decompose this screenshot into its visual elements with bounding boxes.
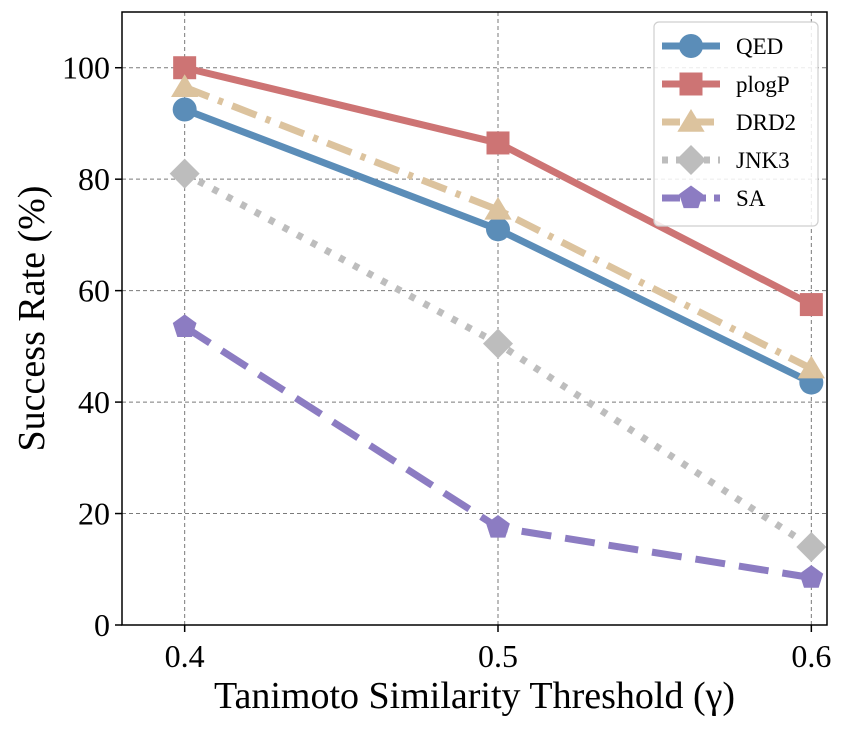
y-tick-label: 100 [62, 50, 110, 86]
sa-point [172, 314, 197, 337]
x-axis-title: Tanimoto Similarity Threshold (γ) [214, 675, 735, 717]
legend-label-sa: SA [736, 186, 766, 211]
plogp-point [173, 56, 197, 80]
drd2-point [484, 196, 512, 220]
legend-label-plogp: plogP [736, 72, 790, 97]
series-drd2 [171, 74, 825, 379]
series-qed [172, 97, 824, 395]
series-group [169, 56, 827, 588]
legend-marker-qed [679, 34, 703, 58]
x-tick-label: 0.6 [791, 638, 831, 674]
jnk3-point [169, 158, 200, 189]
y-axis-title: Success Rate (%) [11, 186, 53, 452]
jnk3-point [483, 328, 513, 359]
gridlines [122, 12, 827, 625]
jnk3-point [796, 531, 827, 562]
legend-marker-sa [679, 185, 703, 209]
legend: QED plogP DRD2 JNK3 SA [653, 21, 819, 227]
legend-marker-jnk3 [676, 145, 706, 175]
sa-point [799, 565, 824, 588]
drd2-point [171, 74, 199, 97]
legend-label-drd2: DRD2 [736, 110, 796, 135]
legend-label-qed: QED [736, 34, 783, 59]
qed-point [486, 217, 510, 242]
sa-point [486, 514, 510, 538]
drd2-line [183, 83, 813, 372]
y-tick-label: 40 [78, 384, 110, 420]
legend-label-jnk3: JNK3 [736, 148, 790, 173]
series-jnk3 [169, 158, 827, 562]
y-tick-label: 60 [78, 273, 110, 309]
x-tick-label: 0.5 [478, 638, 518, 674]
series-plogp [173, 56, 823, 317]
qed-point [172, 97, 197, 122]
plogp-point [486, 131, 510, 155]
y-tick-label: 80 [78, 161, 110, 197]
legend-marker-plogp [679, 72, 703, 96]
y-tick-label: 0 [94, 607, 110, 643]
x-tick-label: 0.4 [165, 638, 205, 674]
plogp-point [799, 293, 823, 317]
axis-ticks: 0 20 40 60 80 100 0.4 0.5 0.6 [62, 50, 831, 674]
series-sa [172, 314, 824, 588]
plot-frame [121, 11, 828, 626]
legend-marker-drd2 [677, 109, 705, 132]
drd2-point [797, 355, 825, 379]
y-tick-label: 20 [78, 496, 110, 532]
